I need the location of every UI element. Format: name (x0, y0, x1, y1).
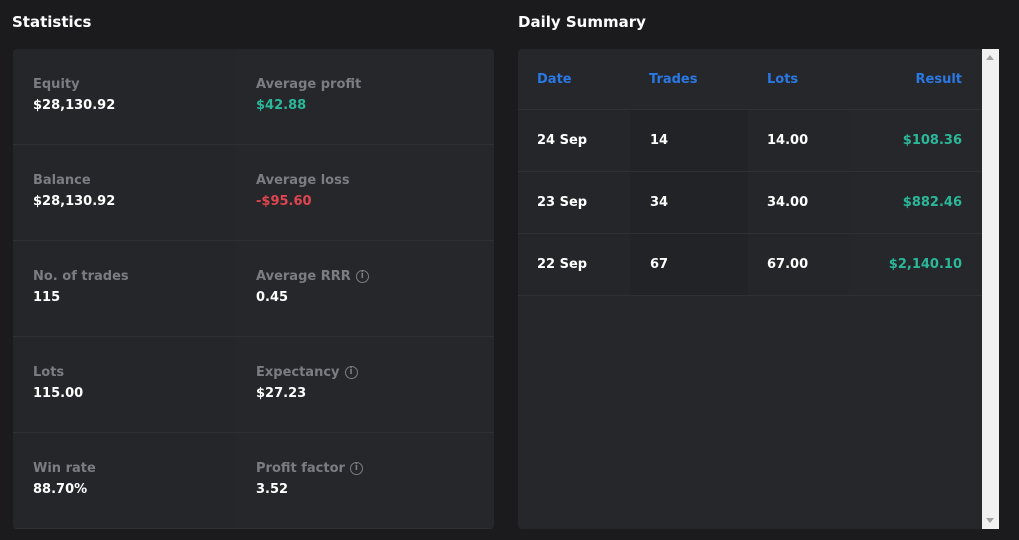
statistics-panel: Equity $28,130.92 Average profit $42.88 Bala… (13, 49, 494, 529)
stat-value: $27.23 (256, 386, 307, 401)
stat-value: 115.00 (33, 386, 84, 401)
stat-value: -$95.60 (256, 194, 312, 209)
stat-cell: Lots 115.00 (13, 337, 237, 433)
table-header: Date Trades Lots Result (518, 49, 982, 110)
stat-label: Win rate (33, 461, 96, 476)
daily-summary-panel: Date Trades Lots Result 24 Sep 14 14.00 $10… (518, 49, 999, 529)
statistics-title: Statistics (12, 13, 92, 31)
result-cell: $882.46 (849, 172, 982, 233)
info-icon[interactable]: i (344, 366, 358, 379)
stat-label-text: Lots (33, 365, 65, 380)
column-header-lots[interactable]: Lots (767, 71, 799, 87)
result-cell: $108.36 (849, 110, 982, 171)
stat-label: Equity (33, 77, 80, 92)
info-icon[interactable]: i (349, 462, 363, 475)
table-row[interactable]: 23 Sep 34 34.00 $882.46 (518, 172, 982, 234)
stat-label-text: Equity (33, 77, 80, 92)
stat-label: Average profit (256, 77, 361, 92)
stat-label: Expectancy i (256, 365, 358, 380)
vertical-scrollbar[interactable] (982, 49, 999, 529)
table-body: 24 Sep 14 14.00 $108.36 23 Sep 34 34.00 $882.46… (518, 110, 982, 296)
column-header-trades[interactable]: Trades (649, 71, 698, 87)
trades-cell: 14 (630, 110, 748, 171)
stat-label-text: Profit factor (256, 461, 345, 476)
stat-value: $28,130.92 (33, 98, 116, 113)
info-icon[interactable]: i (355, 270, 369, 283)
result-cell: $2,140.10 (849, 234, 982, 295)
stat-label-text: No. of trades (33, 269, 129, 284)
stat-label: Balance (33, 173, 91, 188)
stat-label-text: Expectancy (256, 365, 340, 380)
stat-cell: Average RRR i 0.45 (237, 241, 494, 337)
stat-value: 3.52 (256, 482, 289, 497)
statistics-grid: Equity $28,130.92 Average profit $42.88 Bala… (13, 49, 494, 529)
table-row[interactable]: 24 Sep 14 14.00 $108.36 (518, 110, 982, 172)
stat-value: 0.45 (256, 290, 289, 305)
column-header-date[interactable]: Date (537, 71, 572, 87)
stat-label: Profit factor i (256, 461, 363, 476)
lots-cell: 67.00 (748, 234, 849, 295)
stat-label: Average loss (256, 173, 350, 188)
column-header-result[interactable]: Result (915, 71, 963, 87)
table-row[interactable]: 22 Sep 67 67.00 $2,140.10 (518, 234, 982, 296)
trades-cell: 67 (630, 234, 748, 295)
stat-value: $28,130.92 (33, 194, 116, 209)
stat-value: 115 (33, 290, 61, 305)
scroll-down-arrow-icon[interactable] (986, 518, 994, 523)
date-cell: 24 Sep (518, 110, 630, 171)
stat-cell: Profit factor i 3.52 (237, 433, 494, 529)
lots-cell: 14.00 (748, 110, 849, 171)
lots-cell: 34.00 (748, 172, 849, 233)
stat-cell: No. of trades 115 (13, 241, 237, 337)
daily-summary-title: Daily Summary (518, 13, 646, 31)
stat-cell: Balance $28,130.92 (13, 145, 237, 241)
date-cell: 22 Sep (518, 234, 630, 295)
stat-label-text: Balance (33, 173, 91, 188)
scroll-up-arrow-icon[interactable] (986, 55, 994, 60)
date-cell: 23 Sep (518, 172, 630, 233)
stat-label-text: Average loss (256, 173, 350, 188)
trades-cell: 34 (630, 172, 748, 233)
stat-cell: Win rate 88.70% (13, 433, 237, 529)
stat-cell: Average loss -$95.60 (237, 145, 494, 241)
daily-summary-table: Date Trades Lots Result 24 Sep 14 14.00 $10… (518, 49, 982, 296)
stat-label: No. of trades (33, 269, 129, 284)
stat-label-text: Average RRR (256, 269, 351, 284)
stat-value: $42.88 (256, 98, 307, 113)
stat-label-text: Win rate (33, 461, 96, 476)
stat-label-text: Average profit (256, 77, 362, 92)
stat-cell: Equity $28,130.92 (13, 49, 237, 145)
stat-label: Average RRR i (256, 269, 369, 284)
stat-cell: Average profit $42.88 (237, 49, 494, 145)
stat-label: Lots (33, 365, 64, 380)
stat-value: 88.70% (33, 482, 88, 497)
stat-cell: Expectancy i $27.23 (237, 337, 494, 433)
